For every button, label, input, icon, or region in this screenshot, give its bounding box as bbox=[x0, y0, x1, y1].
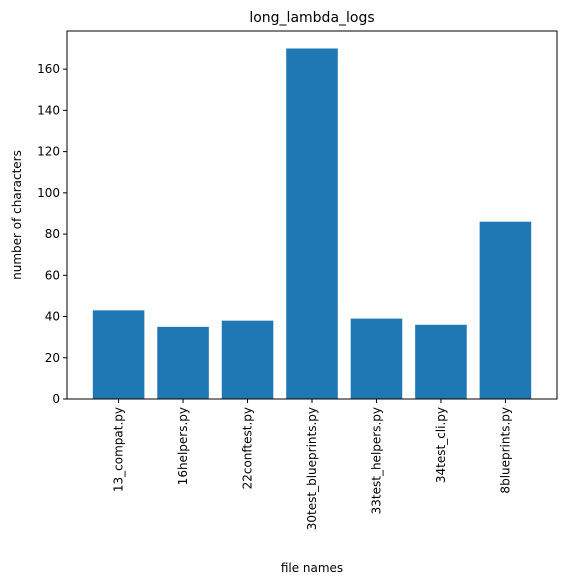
y-tick-label: 140 bbox=[37, 103, 60, 117]
x-axis: 13_compat.py 16helpers.py 22conftest.py 30t… bbox=[112, 399, 512, 530]
bar-6 bbox=[479, 221, 532, 399]
y-tick-label: 100 bbox=[37, 186, 60, 200]
bar-5 bbox=[415, 324, 467, 399]
y-tick-label: 20 bbox=[45, 351, 60, 365]
chart-title: long_lambda_logs bbox=[249, 10, 374, 26]
bar-4 bbox=[350, 318, 403, 399]
y-tick-label: 120 bbox=[37, 145, 60, 159]
bar-2 bbox=[221, 320, 274, 399]
y-tick-label: 40 bbox=[45, 310, 60, 324]
y-tick-label: 80 bbox=[45, 227, 60, 241]
x-tick-label: 8blueprints.py bbox=[498, 407, 512, 494]
y-tick-label: 160 bbox=[37, 62, 60, 76]
bars-layer bbox=[92, 48, 532, 400]
x-tick-label: 22conftest.py bbox=[241, 407, 255, 489]
x-tick-label: 16helpers.py bbox=[176, 407, 190, 485]
y-axis-label: number of characters bbox=[10, 150, 24, 280]
x-tick-label: 33test_helpers.py bbox=[369, 407, 383, 514]
y-tick-label: 60 bbox=[45, 268, 60, 282]
x-tick-label: 34test_cli.py bbox=[434, 407, 448, 483]
y-axis: 0 20 40 60 80 100 120 140 160 bbox=[37, 62, 67, 406]
x-tick-label: 30test_blueprints.py bbox=[305, 407, 319, 530]
bar-0 bbox=[92, 310, 145, 399]
x-axis-label: file names bbox=[281, 561, 343, 575]
y-tick-label: 0 bbox=[52, 392, 60, 406]
bar-3 bbox=[286, 48, 338, 400]
x-tick-label: 13_compat.py bbox=[112, 407, 126, 492]
plot-frame bbox=[66, 30, 558, 400]
bar-1 bbox=[157, 326, 209, 399]
